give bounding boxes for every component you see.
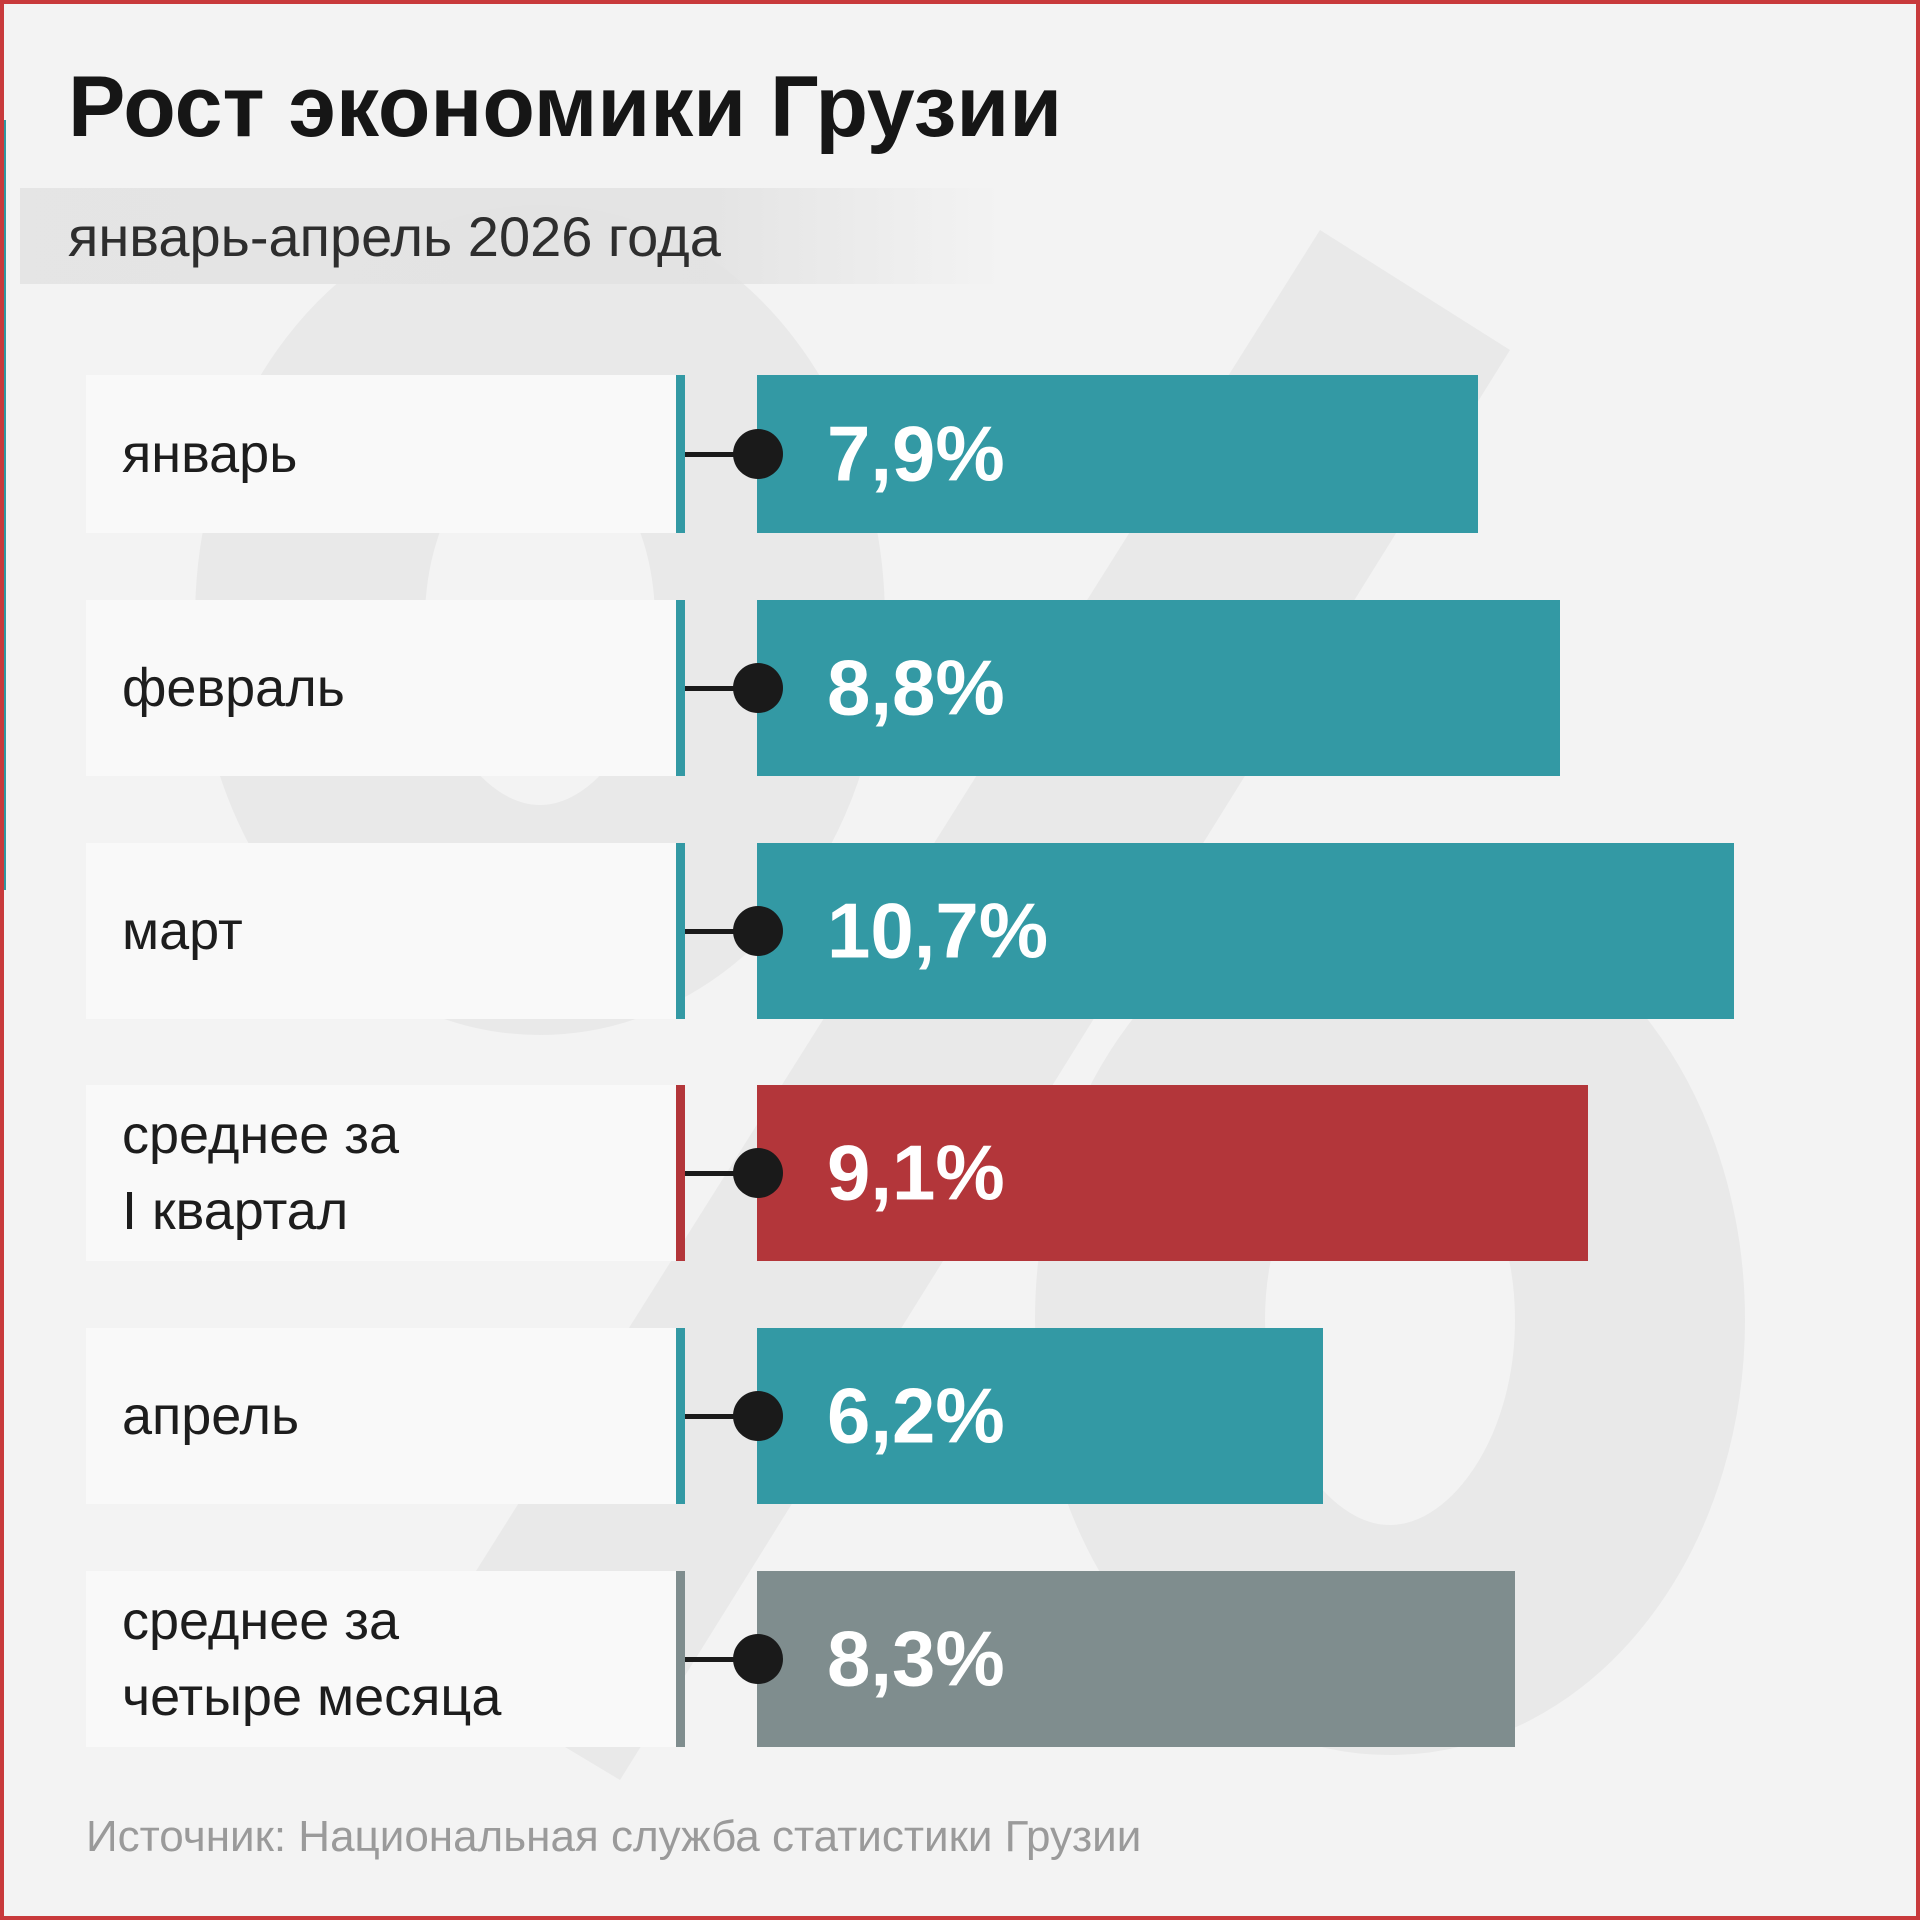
category-label: апрель — [122, 1378, 668, 1454]
category-label-box: среднее за четыре месяца — [86, 1571, 678, 1747]
category-label-box: апрель — [86, 1328, 678, 1504]
category-label: март — [122, 893, 668, 969]
source-note: Источник: Национальная служба статистики… — [86, 1812, 1142, 1861]
category-label-box: январь — [86, 375, 678, 533]
bar-january: 7,9% — [757, 375, 1478, 533]
connector-line — [685, 1413, 755, 1419]
data-label: 7,9% — [827, 409, 1005, 498]
bar-april: 6,2% — [757, 1328, 1323, 1504]
category-label-line: апрель — [122, 1386, 300, 1446]
row-divider — [676, 843, 685, 1019]
row-divider — [676, 600, 685, 776]
category-label-box: февраль — [86, 600, 678, 776]
category-label-line: февраль — [122, 658, 345, 718]
data-label: 8,3% — [827, 1614, 1005, 1703]
category-label-line: I квартал — [122, 1181, 349, 1241]
row-divider — [676, 1328, 685, 1504]
connector-dot — [733, 429, 783, 479]
category-label-box: среднее за I квартал — [86, 1085, 678, 1261]
category-label-line: март — [122, 901, 243, 961]
subtitle: январь-апрель 2026 года — [68, 205, 721, 268]
data-label: 6,2% — [827, 1371, 1005, 1460]
connector-dot — [733, 1148, 783, 1198]
connector-dot — [733, 906, 783, 956]
category-label-line: январь — [122, 424, 298, 484]
connector-line — [685, 685, 755, 691]
bar-february: 8,8% — [757, 600, 1560, 776]
connector-line — [685, 1170, 755, 1176]
connector-dot — [733, 663, 783, 713]
category-label-line: среднее за — [122, 1105, 400, 1165]
category-label: среднее за четыре месяца — [122, 1583, 668, 1735]
category-label-line: четыре месяца — [122, 1667, 502, 1727]
left-edge-accent — [0, 120, 6, 890]
bar-march: 10,7% — [757, 843, 1734, 1019]
category-label-box: март — [86, 843, 678, 1019]
row-divider — [676, 375, 685, 533]
data-label: 8,8% — [827, 643, 1005, 732]
connector-dot — [733, 1391, 783, 1441]
row-divider — [676, 1571, 685, 1747]
connector-line — [685, 928, 755, 934]
data-label: 9,1% — [827, 1128, 1005, 1217]
page-title: Рост экономики Грузии — [68, 59, 1063, 155]
row-divider — [676, 1085, 685, 1261]
category-label-line: среднее за — [122, 1591, 400, 1651]
category-label: январь — [122, 416, 668, 492]
category-label: февраль — [122, 650, 668, 726]
connector-line — [685, 451, 755, 457]
connector-dot — [733, 1634, 783, 1684]
connector-line — [685, 1656, 755, 1662]
subtitle-band — [20, 188, 1000, 284]
data-label: 10,7% — [827, 886, 1049, 975]
category-label: среднее за I квартал — [122, 1097, 668, 1249]
bar-q1-average: 9,1% — [757, 1085, 1588, 1261]
bar-four-month-average: 8,3% — [757, 1571, 1515, 1747]
